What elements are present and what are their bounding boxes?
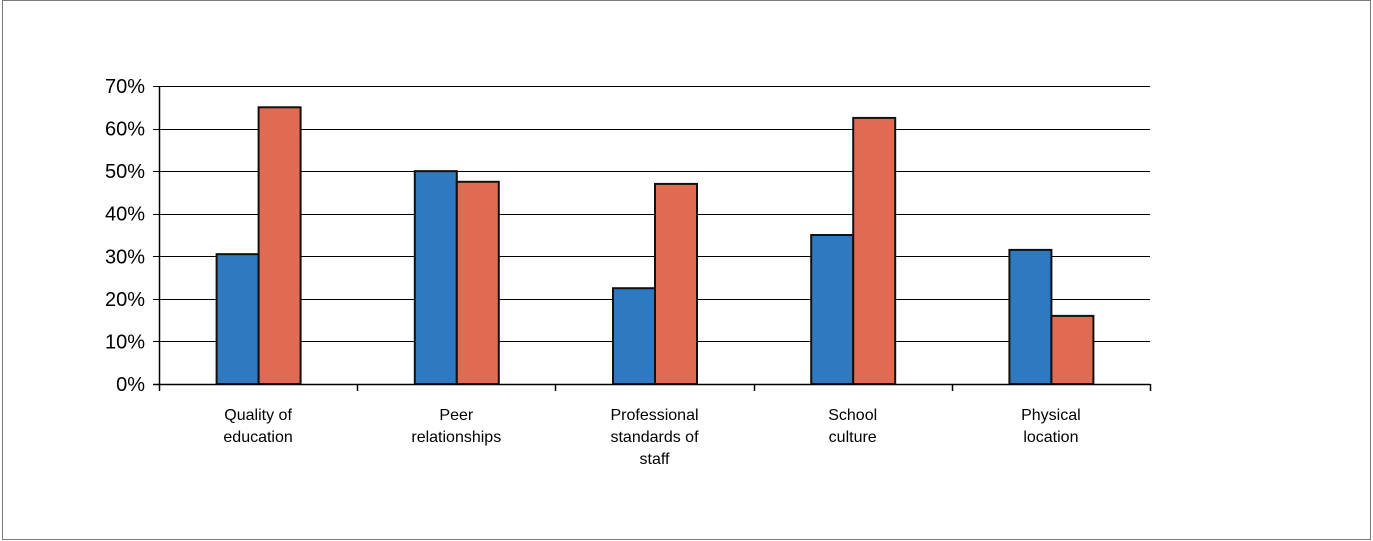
bar (654, 182, 698, 385)
x-tick-label: School culture (828, 407, 877, 446)
y-tick-label: 30% (105, 246, 145, 268)
y-tick-label: 40% (105, 204, 145, 226)
bar (455, 180, 500, 385)
x-tick-label: Physical location (1021, 407, 1081, 446)
bar (1008, 248, 1053, 385)
y-tick-label: 10% (105, 331, 145, 353)
bar (257, 106, 302, 386)
bar (852, 116, 897, 386)
x-tick-label: Professional standards of staff (610, 407, 699, 468)
gridlines (159, 86, 1150, 342)
x-tick-label: Peer relationships (411, 407, 501, 446)
bar (413, 170, 458, 385)
bars (215, 106, 1095, 386)
y-tick-label: 50% (105, 161, 145, 183)
bar (1050, 314, 1095, 385)
y-tick-label: 70% (105, 76, 145, 98)
y-tick-label: 0% (116, 374, 145, 396)
x-tick-label: Quality of education (223, 407, 292, 446)
bar (215, 253, 260, 385)
y-tick-label: 20% (105, 289, 145, 311)
bar (612, 287, 656, 386)
y-tick-label: 60% (105, 119, 145, 141)
bar (810, 234, 855, 385)
axes (153, 86, 1152, 391)
tick-labels: 0% 10% 20% 30% 40% 50% 60% 70% Quality of educati… (105, 76, 1081, 468)
